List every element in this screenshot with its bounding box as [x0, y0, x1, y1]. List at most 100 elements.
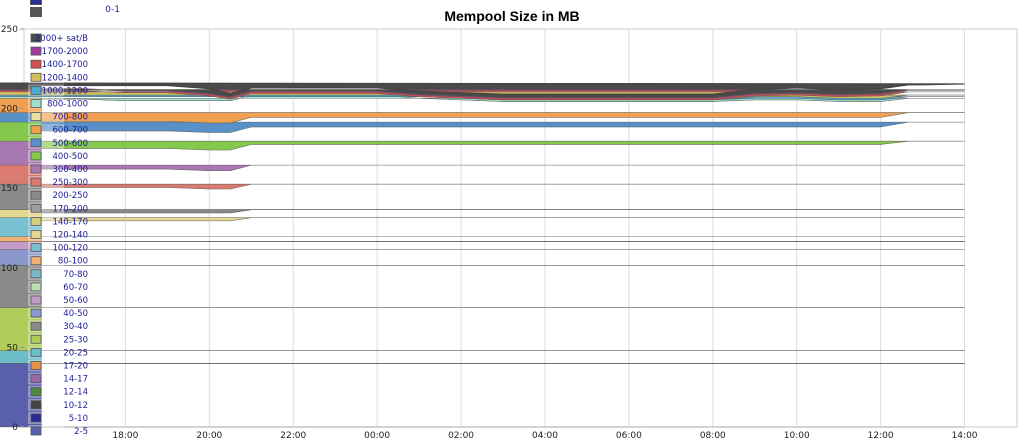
- legend-item[interactable]: 14-17: [28, 372, 88, 385]
- x-tick-label: 12:00: [868, 431, 894, 440]
- legend-item[interactable]: 1700-2000: [28, 45, 88, 58]
- x-tick-label: 10:00: [784, 431, 810, 440]
- legend-label: 300-400: [52, 165, 88, 175]
- legend-item[interactable]: 5-10: [28, 411, 88, 424]
- x-tick-label: 06:00: [616, 431, 642, 440]
- legend-swatch: [30, 413, 42, 423]
- legend-label: 80-100: [58, 257, 88, 267]
- legend-item[interactable]: 20-25: [28, 346, 88, 359]
- legend-swatch: [30, 59, 42, 69]
- legend-item[interactable]: 1000-1200: [28, 84, 88, 97]
- legend-swatch: [30, 72, 42, 82]
- y-tick-label: 200: [1, 105, 18, 115]
- legend-item[interactable]: 12-14: [28, 385, 88, 398]
- y-tick-label: 150: [1, 184, 18, 194]
- legend-backdrop: [28, 58, 64, 71]
- legend-item[interactable]: 170-200: [28, 202, 88, 215]
- legend-item[interactable]: 17-20: [28, 359, 88, 372]
- legend-item[interactable]: 2-5: [28, 425, 88, 437]
- legend-item[interactable]: 1-2: [30, 0, 170, 6]
- legend-swatch: [30, 230, 42, 239]
- legend-item[interactable]: 80-100: [28, 254, 88, 267]
- legend-swatch: [30, 256, 42, 266]
- legend-label: 1400-1700: [42, 60, 88, 70]
- legend-item[interactable]: 40-50: [28, 307, 88, 320]
- legend-item[interactable]: 2000+ sat/B: [28, 32, 88, 44]
- legend-item[interactable]: 50-60: [28, 294, 88, 306]
- legend-item[interactable]: 0-1: [30, 5, 170, 18]
- legend-label: 800-1000: [47, 100, 88, 110]
- legend-swatch: [30, 112, 42, 121]
- legend-label: 700-800: [52, 113, 88, 123]
- legend-item[interactable]: 400-500: [28, 149, 88, 162]
- legend-item[interactable]: 250-300: [28, 176, 88, 189]
- legend-item[interactable]: 60-70: [28, 280, 88, 293]
- legend-item[interactable]: 700-800: [28, 110, 88, 123]
- legend-item[interactable]: 70-80: [28, 267, 88, 280]
- x-tick-label: 02:00: [448, 431, 474, 440]
- legend-label: 1700-2000: [42, 47, 88, 57]
- legend-swatch: [30, 295, 42, 305]
- legend-item[interactable]: 1200-1400: [28, 71, 88, 84]
- x-tick-label: 14:00: [952, 431, 978, 440]
- legend-item[interactable]: 800-1000: [28, 97, 88, 110]
- legend-item[interactable]: 10-12: [28, 398, 88, 411]
- legend-label: 0-1: [105, 5, 120, 15]
- legend-swatch: [30, 321, 42, 331]
- legend-label: 400-500: [52, 152, 88, 162]
- legend-label: 250-300: [52, 178, 88, 188]
- legend-item[interactable]: 100-120: [28, 241, 88, 254]
- legend-swatch: [30, 216, 42, 226]
- x-tick-label: 20:00: [196, 431, 222, 440]
- legend-swatch: [30, 86, 42, 95]
- legend-label: 30-40: [63, 322, 88, 332]
- legend-item[interactable]: 140-170: [28, 215, 88, 228]
- legend-label: 120-140: [52, 231, 88, 241]
- legend-item[interactable]: 600-700: [28, 123, 88, 136]
- y-tick-label: 50: [7, 343, 19, 353]
- legend-item[interactable]: 120-140: [28, 228, 88, 241]
- y-tick-label: 0: [12, 423, 18, 433]
- legend-item[interactable]: 30-40: [28, 320, 88, 333]
- legend-item[interactable]: 500-600: [28, 136, 88, 149]
- legend-swatch: [30, 138, 42, 148]
- legend-swatch: [30, 334, 42, 344]
- legend-swatch: [30, 243, 42, 253]
- legend-label: 140-170: [52, 217, 88, 227]
- x-tick-label: 00:00: [364, 431, 390, 440]
- legend-label: 17-20: [63, 362, 88, 372]
- legend-label: 14-17: [63, 375, 88, 385]
- legend-label: 60-70: [63, 283, 88, 293]
- legend-swatch: [30, 269, 42, 279]
- legend-label: 10-12: [63, 401, 88, 411]
- legend-label: 1200-1400: [42, 73, 88, 83]
- x-tick-label: 18:00: [112, 431, 138, 440]
- legend-swatch: [30, 374, 42, 384]
- legend-label: 70-80: [63, 270, 88, 280]
- legend-label: 170-200: [52, 204, 88, 214]
- legend-label: 12-14: [63, 388, 88, 398]
- top-legend: 1-2 0-1: [0, 0, 200, 20]
- legend-item[interactable]: 1400-1700: [28, 58, 88, 71]
- legend-item[interactable]: 25-30: [28, 333, 88, 346]
- legend-label: 2000+ sat/B: [35, 34, 88, 44]
- x-tick-label: 08:00: [700, 431, 726, 440]
- legend-swatch: [30, 177, 42, 187]
- legend-swatch: [30, 99, 42, 108]
- legend-label: 100-120: [52, 244, 88, 254]
- legend-label: 600-700: [52, 126, 88, 136]
- legend-item[interactable]: 300-400: [28, 163, 88, 175]
- legend-swatch: [30, 387, 42, 397]
- legend-swatch: [30, 347, 42, 357]
- legend-label: 20-25: [63, 348, 88, 358]
- legend-swatch: [30, 0, 42, 5]
- legend-swatch: [30, 400, 42, 410]
- legend-label: 1000-1200: [42, 86, 88, 96]
- y-tick-label: 250: [1, 25, 18, 35]
- legend-label: 40-50: [63, 309, 88, 319]
- legend-swatch: [30, 125, 42, 135]
- legend-item[interactable]: 200-250: [28, 189, 88, 202]
- legend-label: 5-10: [69, 414, 88, 424]
- x-tick-label: 04:00: [532, 431, 558, 440]
